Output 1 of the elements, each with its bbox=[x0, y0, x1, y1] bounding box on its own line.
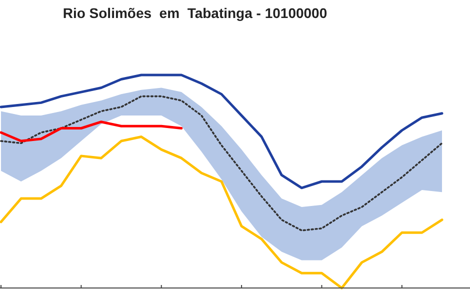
chart-title: Rio Solimões em Tabatinga - 10100000 bbox=[62, 5, 328, 21]
